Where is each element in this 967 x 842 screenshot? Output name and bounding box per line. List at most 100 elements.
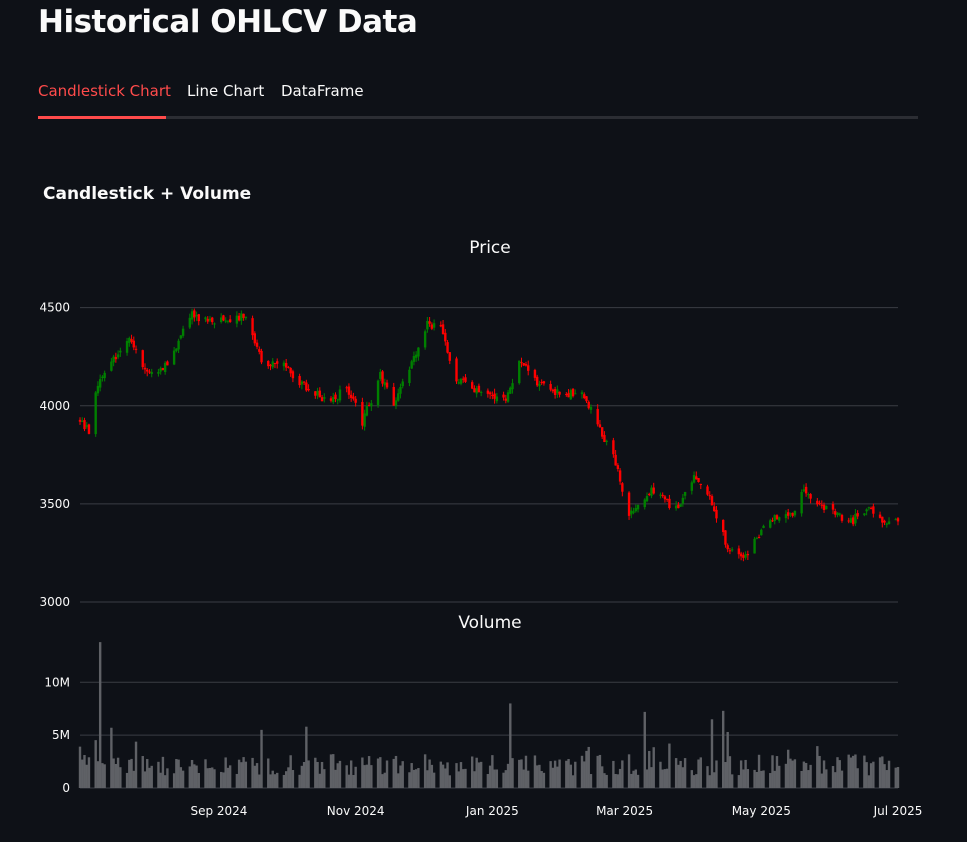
candle bbox=[479, 390, 483, 397]
candle bbox=[708, 491, 711, 500]
candle bbox=[778, 516, 781, 523]
candle-body bbox=[677, 504, 680, 509]
volume-bar bbox=[381, 774, 384, 788]
candle-body bbox=[775, 515, 779, 520]
candle bbox=[851, 515, 855, 527]
candle-body bbox=[410, 361, 413, 369]
candle-body bbox=[253, 333, 257, 344]
candle-body bbox=[630, 510, 633, 515]
volume-bar bbox=[854, 754, 857, 788]
candle-body bbox=[365, 405, 369, 416]
candle bbox=[713, 502, 716, 512]
volume-bar bbox=[551, 767, 555, 788]
candle bbox=[571, 388, 575, 398]
candle bbox=[663, 494, 667, 503]
volume-bar bbox=[690, 770, 694, 788]
volume-tick-label: 5M bbox=[52, 728, 70, 742]
volume-bar bbox=[195, 765, 198, 788]
volume-bar bbox=[527, 770, 530, 788]
candle bbox=[627, 491, 631, 520]
candle bbox=[298, 373, 301, 388]
volume-bar bbox=[282, 774, 286, 788]
candle-body bbox=[816, 500, 819, 505]
volume-bar bbox=[226, 767, 230, 788]
volume-bar bbox=[432, 772, 436, 788]
candle bbox=[206, 316, 209, 324]
volume-bar bbox=[334, 769, 337, 788]
candle-body bbox=[367, 405, 371, 407]
candle bbox=[760, 528, 763, 536]
volume-bar bbox=[878, 757, 882, 788]
candle-body bbox=[222, 315, 225, 321]
volume-bar bbox=[242, 757, 245, 788]
volume-bar bbox=[455, 763, 458, 788]
candle bbox=[721, 519, 725, 536]
candle bbox=[195, 311, 198, 321]
candle bbox=[464, 374, 467, 383]
candle-body bbox=[206, 318, 209, 322]
candle bbox=[291, 369, 295, 383]
candle bbox=[235, 311, 239, 328]
volume-tick-label: 0 bbox=[62, 781, 70, 795]
candle-body bbox=[385, 382, 389, 388]
candle-body bbox=[589, 406, 593, 410]
volume-bar bbox=[636, 774, 640, 788]
candle bbox=[334, 392, 337, 403]
price-tick-label: 4000 bbox=[39, 399, 70, 413]
volume-bar bbox=[643, 711, 646, 788]
candle bbox=[755, 536, 759, 540]
volume-bar bbox=[323, 769, 326, 788]
candle-body bbox=[94, 392, 97, 435]
candle bbox=[228, 315, 232, 323]
candle-body bbox=[430, 324, 434, 329]
candle-body bbox=[851, 517, 855, 525]
volume-bar bbox=[834, 772, 837, 788]
candle-body bbox=[323, 397, 326, 399]
volume-bar bbox=[769, 773, 772, 788]
candle bbox=[329, 396, 333, 403]
volume-bar bbox=[320, 761, 324, 788]
volume-bar bbox=[634, 769, 637, 788]
candle-body bbox=[376, 380, 380, 406]
candle-body bbox=[347, 386, 351, 395]
tab-dataframe[interactable]: DataFrame bbox=[281, 82, 364, 100]
candle-body bbox=[112, 356, 115, 363]
candle bbox=[477, 383, 481, 393]
x-tick-label: Jan 2025 bbox=[465, 804, 519, 818]
candle-body bbox=[401, 381, 404, 387]
candle bbox=[226, 320, 230, 324]
volume-bar bbox=[802, 761, 806, 788]
candle bbox=[287, 365, 290, 369]
volume-bar bbox=[298, 774, 301, 788]
candle-body bbox=[834, 511, 837, 515]
volume-bar bbox=[224, 757, 227, 788]
volume-bar bbox=[287, 767, 290, 788]
candle-body bbox=[692, 475, 696, 483]
candle-body bbox=[462, 378, 465, 380]
tab-line-chart[interactable]: Line Chart bbox=[187, 82, 265, 100]
candle-body bbox=[551, 389, 555, 392]
candle bbox=[565, 392, 568, 397]
volume-bar bbox=[314, 757, 317, 788]
candle-body bbox=[134, 348, 138, 350]
candle bbox=[213, 322, 216, 329]
candle bbox=[699, 483, 702, 490]
candle-body bbox=[760, 529, 763, 536]
candle-body bbox=[146, 369, 149, 372]
candle-body bbox=[85, 425, 88, 427]
price-tick-label: 3500 bbox=[39, 497, 70, 511]
volume-bar bbox=[175, 759, 178, 788]
candle bbox=[831, 501, 835, 515]
volume-bar bbox=[520, 759, 523, 788]
volume-bar bbox=[518, 759, 521, 788]
candlestick-volume-chart[interactable]: Price Volume 3000 3500 4000 4500 0 5M 10M Sep 2… bbox=[0, 220, 967, 820]
candle-body bbox=[809, 494, 812, 499]
volume-bar bbox=[491, 755, 494, 788]
candle-body bbox=[338, 389, 342, 401]
candle-body bbox=[742, 555, 745, 558]
candle bbox=[697, 477, 700, 483]
candle bbox=[426, 316, 429, 333]
tab-candlestick-chart[interactable]: Candlestick Chart bbox=[38, 82, 171, 100]
candle-body bbox=[269, 364, 272, 367]
volume-bar bbox=[542, 772, 546, 788]
